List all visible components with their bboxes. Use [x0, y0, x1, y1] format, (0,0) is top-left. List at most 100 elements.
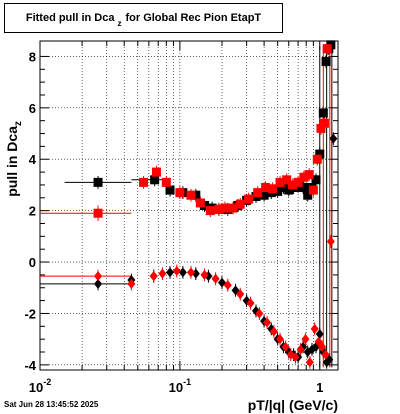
data-point-square [139, 177, 149, 187]
data-point-diamond [94, 271, 103, 282]
data-point-square [253, 188, 263, 198]
data-point-square [195, 198, 205, 208]
data-point-square [175, 188, 185, 198]
x-tick-exponent: -2 [43, 377, 51, 387]
x-tick-base: 10 [169, 380, 183, 395]
y-tick-label: 0 [29, 255, 36, 270]
x-tick-base: 10 [29, 380, 43, 395]
data-point-square [321, 57, 331, 67]
data-point-diamond [305, 357, 314, 368]
data-point-square [316, 123, 326, 133]
data-point-diamond [127, 278, 136, 289]
axis-ticks [39, 41, 338, 370]
data-point-square [288, 180, 298, 190]
data-point-square [278, 183, 288, 193]
data-point-square [303, 190, 313, 200]
y-tick-label: 2 [29, 204, 36, 219]
data-point-square [150, 175, 160, 185]
y-tick-label: 6 [29, 101, 36, 116]
y-tick-label: -2 [24, 306, 36, 321]
data-point-diamond [166, 267, 175, 278]
data-point-diamond [310, 323, 319, 334]
data-point-square [312, 154, 322, 164]
data-point-square [299, 172, 309, 182]
data-point-square [186, 190, 196, 200]
y-axis-title-main: pull in Dca [4, 126, 20, 197]
data-point-diamond [211, 273, 220, 284]
data-point-square [191, 190, 201, 200]
y-tick-label: 8 [29, 49, 36, 64]
data-point-diamond [255, 308, 264, 319]
data-point-square [93, 208, 103, 218]
data-point-diamond [281, 341, 290, 352]
data-point-square [261, 183, 271, 193]
data-point-square [93, 177, 103, 187]
data-point-diamond [178, 267, 187, 278]
data-point-square [244, 194, 254, 204]
chart-title: Fitted pull in Dca z for Global Rec Pion E… [5, 4, 282, 32]
error-bars [40, 41, 334, 369]
plot-frame [39, 40, 339, 371]
data-point-square [273, 186, 283, 196]
title-subscript: z [117, 18, 122, 28]
data-point-diamond [149, 271, 158, 282]
data-point-square [235, 199, 245, 209]
data-point-diamond [94, 278, 103, 289]
data-point-square [214, 204, 224, 214]
data-point-square [165, 185, 175, 195]
data-point-square [151, 167, 161, 177]
x-tick-base: 1 [316, 380, 323, 395]
x-tick-label: 10-1 [169, 377, 191, 395]
markers [93, 40, 338, 368]
data-point-square [205, 206, 215, 216]
y-tick-label: 4 [29, 152, 37, 167]
data-point-diamond [263, 317, 272, 328]
data-point-square [282, 175, 292, 185]
data-point-diamond [200, 269, 209, 280]
data-point-square [308, 185, 318, 195]
data-point-square [259, 190, 269, 200]
data-point-diamond [223, 280, 232, 291]
data-point-diamond [301, 334, 310, 345]
data-point-diamond [269, 326, 278, 337]
title-main: Fitted pull in Dca [25, 12, 115, 24]
chart-title-box: Fitted pull in Dca z for Global Rec Pion E… [4, 3, 283, 33]
data-point-diamond [329, 133, 338, 144]
data-point-diamond [172, 266, 181, 277]
y-axis-title: pull in Dcaz [4, 121, 24, 197]
data-point-square [228, 203, 238, 213]
data-point-diamond [291, 352, 300, 363]
timestamp: Sat Jun 28 13:45:52 2025 [4, 400, 99, 409]
grid-lines [40, 41, 338, 370]
data-point-square [161, 177, 171, 187]
x-axis-title: pT/|q| (GeV/c) [248, 397, 338, 413]
data-point-diamond [246, 298, 255, 309]
title-rest: for Global Rec Pion EtapT [125, 12, 262, 24]
y-tick-label: -4 [24, 358, 36, 373]
data-point-square [311, 175, 321, 185]
data-point-diamond [296, 344, 305, 355]
data-point-diamond [326, 236, 335, 247]
x-tick-label: 1 [316, 380, 323, 395]
data-point-diamond [318, 341, 327, 352]
x-tick-exponent: -1 [183, 377, 191, 387]
data-point-square [315, 149, 325, 159]
data-point-square [268, 184, 278, 194]
data-point-square [298, 183, 308, 193]
data-point-diamond [315, 329, 324, 340]
data-point-square [293, 177, 303, 187]
x-tick-label: 10-2 [29, 377, 51, 395]
data-point-square [319, 118, 329, 128]
data-point-square [304, 170, 314, 180]
data-point-square [220, 203, 230, 213]
data-point-diamond [321, 349, 330, 360]
data-point-diamond [276, 334, 285, 345]
data-point-square [318, 108, 328, 118]
data-point-square [322, 44, 332, 54]
data-point-diamond [236, 289, 245, 300]
data-point-square [284, 185, 294, 195]
data-point-diamond [158, 268, 167, 279]
data-point-diamond [186, 267, 195, 278]
